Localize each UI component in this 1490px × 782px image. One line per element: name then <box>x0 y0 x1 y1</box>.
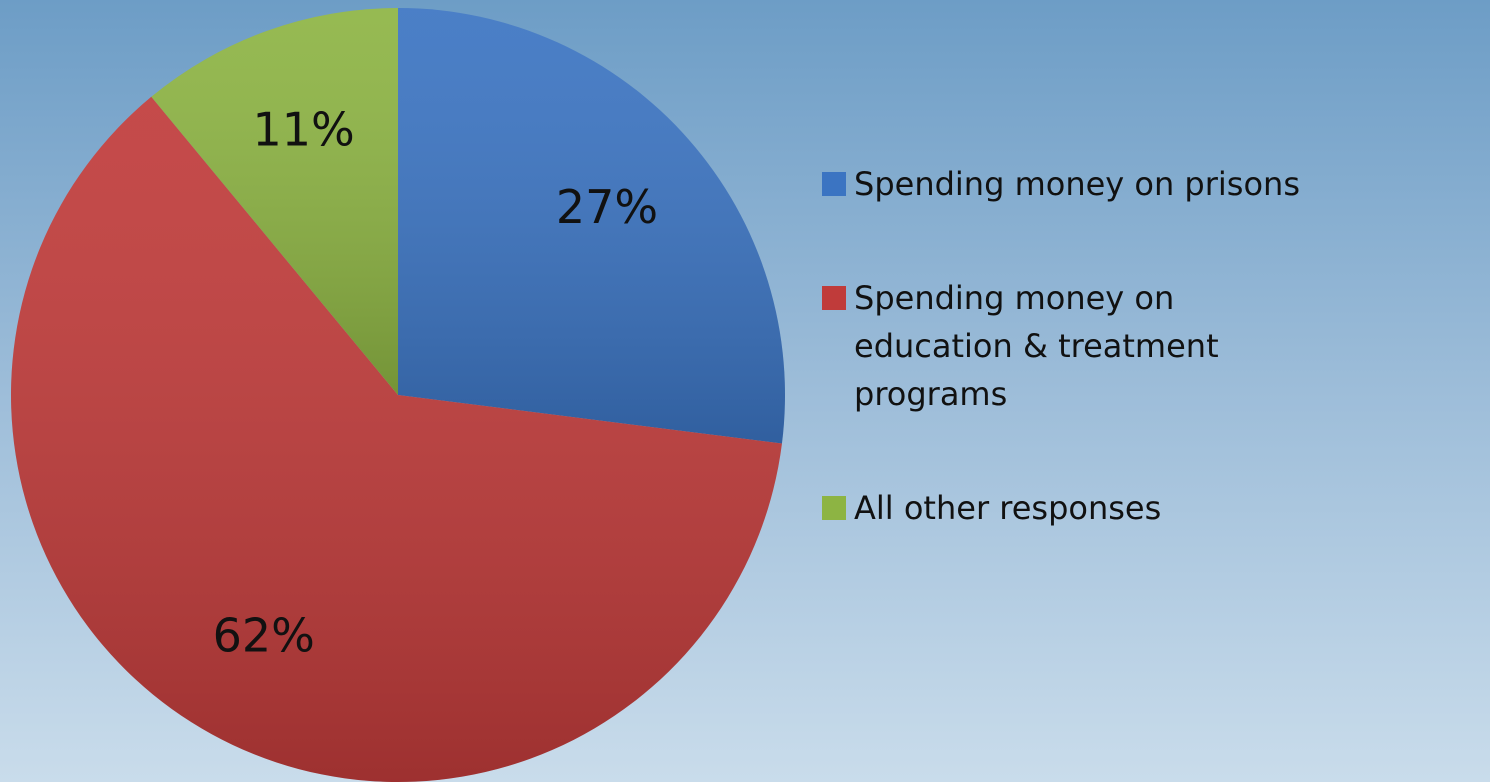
legend-label: Spending money on education & treatment … <box>854 279 1219 413</box>
legend-swatch <box>822 286 846 310</box>
value-label: 27% <box>556 180 658 234</box>
legend: Spending money on prisons Spending money … <box>822 160 1482 598</box>
slice-shade <box>10 96 782 782</box>
slice-shade <box>151 8 398 395</box>
value-label: 62% <box>213 609 315 663</box>
legend-item: Spending money on education & treatment … <box>822 274 1482 418</box>
legend-swatch <box>822 496 846 520</box>
legend-label: All other responses <box>854 489 1162 527</box>
legend-swatch <box>822 172 846 196</box>
slice-shade <box>398 8 785 444</box>
legend-item: Spending money on prisons <box>822 160 1482 208</box>
legend-label: Spending money on prisons <box>854 165 1300 203</box>
value-label: 11% <box>252 102 354 156</box>
legend-item: All other responses <box>822 484 1482 532</box>
